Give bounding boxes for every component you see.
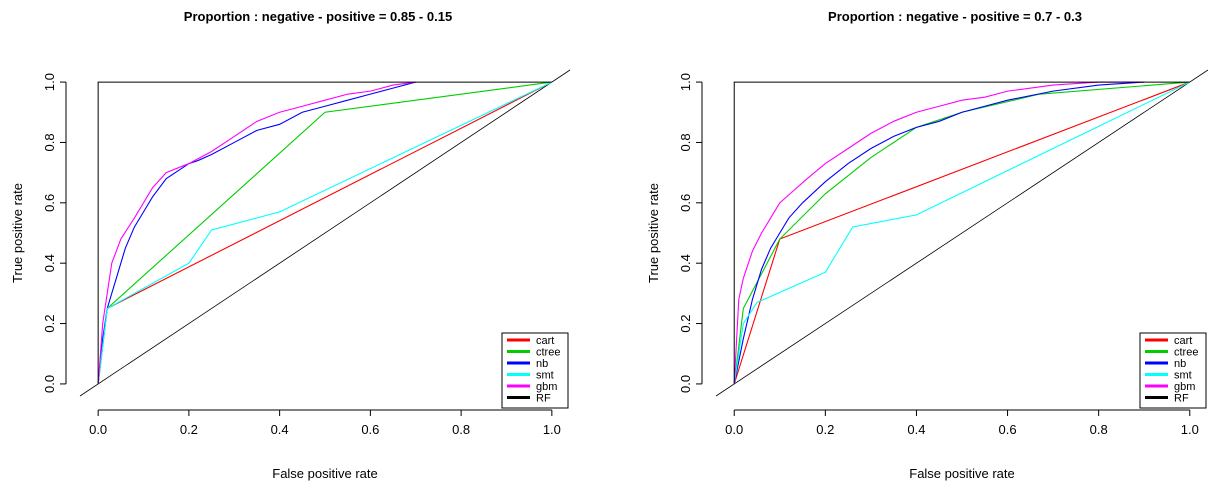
chart-2: Proportion : negative - positive = 0.7 -… [646, 9, 1208, 481]
y-tick-label: 0.8 [42, 133, 57, 151]
series-line-rf [733, 81, 1190, 384]
axes: 0.0 0.2 0.4 0.6 0.8 1.0 0.0 0.2 0.4 0.6 0.8 1.0 [678, 73, 1199, 437]
y-tick-label: 0.4 [678, 254, 693, 272]
x-tick-label: 0.8 [1090, 422, 1108, 437]
x-tick-label: 0.2 [180, 422, 198, 437]
chart-title: Proportion : negative - positive = 0.7 -… [828, 9, 1082, 24]
x-tick-label: 0.4 [907, 422, 925, 437]
y-tick-label: 0.0 [678, 375, 693, 393]
y-tick-label: 1.0 [678, 73, 693, 91]
chart-title: Proportion : negative - positive = 0.85 … [184, 9, 452, 24]
legend-label-smt: smt [1174, 370, 1192, 382]
legend-label-rf: RF [1174, 393, 1189, 405]
legend-label-cart: cart [1174, 335, 1192, 347]
series-line-gbm [733, 81, 1145, 384]
legend-box [501, 332, 569, 409]
x-tick-label: 1.0 [543, 422, 561, 437]
diagonal-reference-line [79, 69, 571, 397]
x-tick-label: 0.6 [361, 422, 379, 437]
series-line-nb [97, 81, 416, 384]
series-line-ctree [733, 81, 1190, 384]
x-tick-label: 0.4 [271, 422, 289, 437]
legend-label-ctree: ctree [536, 347, 560, 359]
y-tick-label: 1.0 [42, 73, 57, 91]
y-tick-label: 0.6 [678, 194, 693, 212]
x-tick-label: 0.8 [452, 422, 470, 437]
x-axis-label: False positive rate [909, 466, 1015, 481]
y-tick-label: 0.0 [42, 375, 57, 393]
y-axis-label: True positive rate [10, 183, 25, 283]
axes: 0.0 0.2 0.4 0.6 0.8 1.0 0.0 0.2 0.4 0.6 0.8 1.0 [42, 73, 561, 437]
series-line-gbm [97, 81, 416, 384]
x-tick-label: 0.2 [816, 422, 834, 437]
x-axis-label: False positive rate [272, 466, 378, 481]
legend-label-gbm: gbm [536, 381, 557, 393]
legend-label-nb: nb [536, 358, 548, 370]
y-tick-label: 0.4 [42, 254, 57, 272]
x-tick-label: 0.6 [999, 422, 1017, 437]
diagonal-reference-line [715, 69, 1208, 397]
x-tick-label: 0.0 [89, 422, 107, 437]
legend-label-rf: RF [536, 393, 551, 405]
legend-label-nb: nb [1174, 358, 1186, 370]
y-tick-label: 0.6 [42, 194, 57, 212]
series-group [97, 81, 553, 384]
series-line-smt [97, 81, 553, 384]
series-group [733, 81, 1191, 385]
series-line-rf [97, 81, 552, 384]
chart-1: Proportion : negative - positive = 0.85 … [10, 9, 571, 481]
series-line-nb [733, 81, 1145, 385]
y-tick-label: 0.2 [678, 315, 693, 333]
y-axis-label: True positive rate [646, 183, 661, 283]
legend-box [1139, 332, 1207, 409]
series-line-smt [733, 81, 1191, 385]
legend-label-gbm: gbm [1174, 381, 1195, 393]
legend-label-smt: smt [536, 370, 554, 382]
y-tick-label: 0.2 [42, 315, 57, 333]
legend-label-cart: cart [536, 335, 554, 347]
legend-label-ctree: ctree [1174, 347, 1198, 359]
x-tick-label: 0.0 [725, 422, 743, 437]
y-tick-label: 0.8 [678, 133, 693, 151]
x-tick-label: 1.0 [1181, 422, 1199, 437]
